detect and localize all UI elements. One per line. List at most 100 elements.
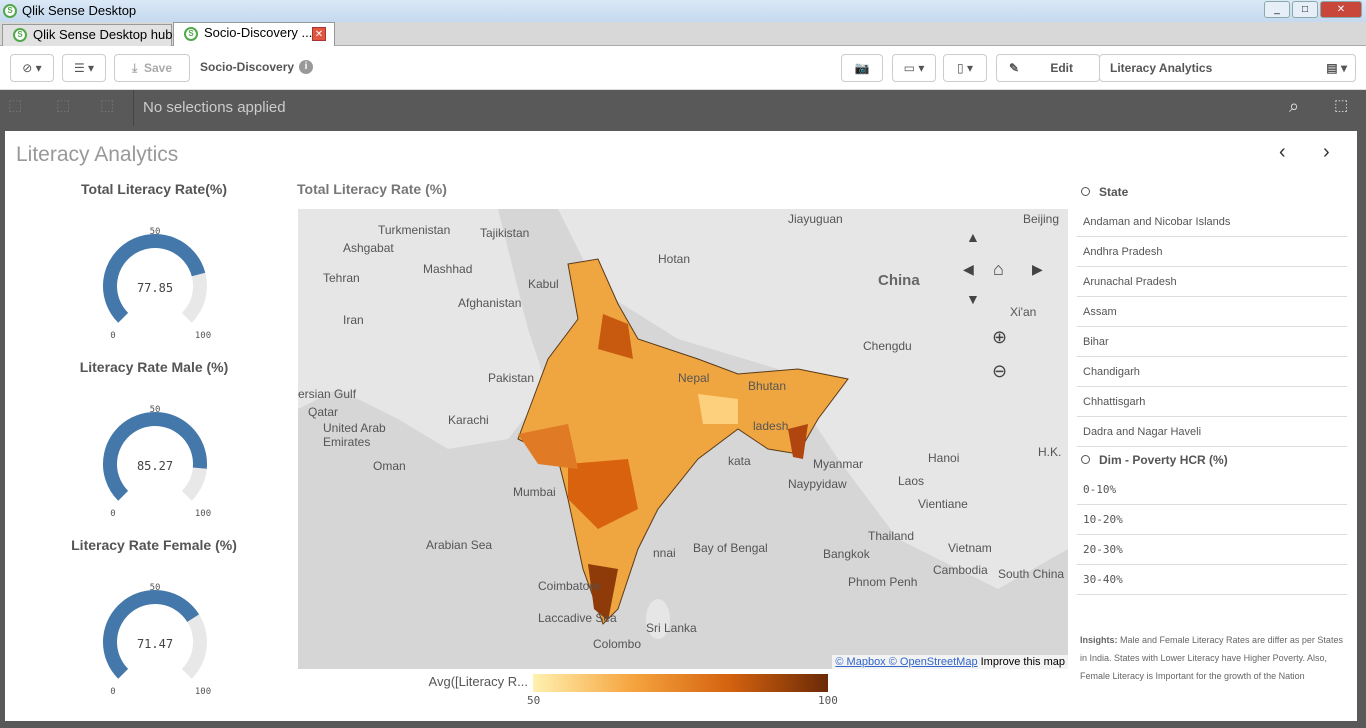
edit-button[interactable]: ✎ Edit (996, 54, 1100, 82)
map-label: Colombo (593, 637, 642, 651)
gauge-mid: 50 (150, 405, 161, 415)
map-label: Hotan (658, 252, 691, 266)
filter-item[interactable]: Bihar (1077, 327, 1347, 357)
filter-item[interactable]: Arunachal Pradesh (1077, 267, 1347, 297)
gauge-title: Total Literacy Rate(%) (81, 181, 227, 197)
bookmark-icon: ▯ (957, 61, 964, 75)
map-label: Vientiane (918, 497, 968, 511)
filter-item[interactable]: Assam (1077, 297, 1347, 327)
pan-left-icon[interactable]: ◀ (963, 261, 974, 277)
pan-up-icon[interactable]: ▲ (966, 229, 980, 245)
filter-item[interactable]: Chandigarh (1077, 357, 1347, 387)
filter-item[interactable]: Andaman and Nicobar Islands (1077, 207, 1347, 237)
insights-text: Insights: Male and Female Literacy Rates… (1080, 631, 1350, 685)
map-label: Arabian Sea (426, 538, 493, 552)
india-shape (517, 258, 849, 625)
zoom-in-icon[interactable]: ⊕ (992, 327, 1008, 347)
selection-tool-icon[interactable]: ⬚ (1334, 97, 1349, 114)
tab-hub[interactable]: S Qlik Sense Desktop hub (2, 24, 172, 46)
home-icon[interactable]: ⌂ (993, 259, 1004, 279)
land-west (298, 209, 548, 449)
next-sheet-icon[interactable]: › (1323, 141, 1330, 163)
map-label: Thailand (868, 529, 915, 543)
filter-item[interactable]: 10-20% (1077, 505, 1347, 535)
map-title: Total Literacy Rate (%) (297, 181, 447, 197)
toolbar: ⊘ ▾ ☰ ▾ ⤓ Save Socio-Discovery i 📷 ▭ ▾ ▯… (0, 46, 1366, 90)
map-legend: Avg([Literacy R... 50 100 (410, 672, 840, 712)
map-chart[interactable]: Turkmenistan Tajikistan Ashgabat Tehran Mash… (298, 209, 1068, 669)
previous-sheet-icon[interactable]: ‹ (1279, 141, 1286, 163)
map-label: Karachi (448, 413, 489, 427)
map-label: Cambodia (933, 563, 988, 577)
info-icon[interactable]: i (299, 60, 314, 74)
insights-body: Male and Female Literacy Rates are diffe… (1080, 635, 1343, 681)
list-icon: ☰ (73, 61, 85, 75)
filter-item[interactable]: 0-10% (1077, 475, 1347, 505)
global-menu-button[interactable]: ☰ ▾ (62, 54, 106, 82)
sheet-title: Literacy Analytics (16, 143, 179, 166)
attribution-link[interactable]: © Mapbox © OpenStreetMap (835, 656, 978, 668)
state-region (588, 564, 618, 621)
map-label: Hanoi (928, 451, 960, 465)
minimize-button[interactable]: _ (1264, 1, 1290, 18)
state-filter: State Andaman and Nicobar Islands Andhra … (1077, 177, 1347, 447)
search-icon[interactable]: ⌕ (1289, 96, 1300, 116)
filter-item[interactable]: Chhattisgarh (1077, 387, 1347, 417)
tab-close-icon[interactable]: ✕ (312, 27, 326, 41)
compass-icon: ⊘ (22, 61, 33, 75)
legend-min: 50 (527, 694, 541, 707)
window-titlebar: S Qlik Sense Desktop _ □ ✕ (0, 0, 1366, 22)
improve-map-link[interactable]: Improve this map (980, 656, 1065, 668)
filter-item[interactable]: Dadra and Nagar Haveli (1077, 417, 1347, 447)
pencil-icon: ✎ (1009, 61, 1020, 75)
map-attribution: © Mapbox © OpenStreetMap Improve this ma… (832, 655, 1068, 669)
sheet-selector[interactable]: Literacy Analytics ▤ ▾ (1099, 54, 1356, 82)
save-button[interactable]: ⤓ Save (114, 54, 190, 82)
maximize-button[interactable]: □ (1292, 1, 1318, 18)
map-label: ladesh (753, 419, 789, 433)
filter-item[interactable]: 30-40% (1077, 565, 1347, 595)
clear-selections-icon[interactable]: ⬚ (100, 97, 115, 114)
filter-item[interactable]: 20-30% (1077, 535, 1347, 565)
map-label: Bhutan (748, 379, 787, 393)
bookmark-button[interactable]: ▯ ▾ (943, 54, 987, 82)
save-icon: ⤓ (131, 61, 138, 75)
camera-icon: 📷 (854, 61, 870, 75)
gauge-1: Literacy Rate Male (%) 85.27 50 0 100 (25, 359, 283, 529)
sheet-selector-label: Literacy Analytics (1110, 61, 1213, 75)
map-label: United Arab Emirates (323, 421, 386, 449)
map-label: nnai (653, 546, 676, 560)
legend-gradient (533, 674, 828, 692)
pan-right-icon[interactable]: ▶ (1032, 261, 1043, 277)
navigation-menu-button[interactable]: ⊘ ▾ (10, 54, 54, 82)
snapshot-button[interactable]: 📷 (841, 54, 883, 82)
gauge-fill (103, 590, 200, 679)
map-label: ersian Gulf (298, 387, 357, 401)
map-label: Bangkok (823, 547, 870, 561)
zoom-out-icon[interactable]: ⊖ (992, 361, 1008, 381)
tab-socio-discovery[interactable]: S Socio-Discovery ... ✕ (173, 22, 335, 46)
tab-bar: S Qlik Sense Desktop hub S Socio-Discovery… (0, 22, 1366, 46)
qlik-icon: S (184, 27, 198, 41)
story-button[interactable]: ▭ ▾ (892, 54, 936, 82)
forward-selection-icon[interactable]: ⬚ (56, 97, 71, 114)
filter-item[interactable]: Andhra Pradesh (1077, 237, 1347, 267)
tab-label: Qlik Sense Desktop hub (33, 27, 173, 42)
map-label: Xi'an (1010, 305, 1037, 319)
map-label: Ashgabat (343, 241, 394, 255)
map-label: Nepal (678, 371, 710, 385)
gauge-min: 0 (110, 687, 115, 697)
poverty-filter-title[interactable]: Dim - Poverty HCR (%) (1077, 445, 1347, 475)
map-label: Oman (373, 459, 406, 473)
gauge-max: 100 (195, 687, 211, 697)
close-button[interactable]: ✕ (1320, 1, 1362, 18)
map-label: Iran (343, 313, 364, 327)
map-label: Qatar (308, 405, 339, 419)
map-label: Naypyidaw (788, 477, 847, 491)
legend-title: Avg([Literacy R... (428, 674, 528, 689)
back-selection-icon[interactable]: ⬚ (8, 97, 23, 114)
state-filter-title[interactable]: State (1077, 177, 1347, 207)
map-label: Beijing (1023, 212, 1060, 226)
pan-down-icon[interactable]: ▼ (966, 291, 980, 307)
gauge-title: Literacy Rate Male (%) (79, 359, 229, 375)
